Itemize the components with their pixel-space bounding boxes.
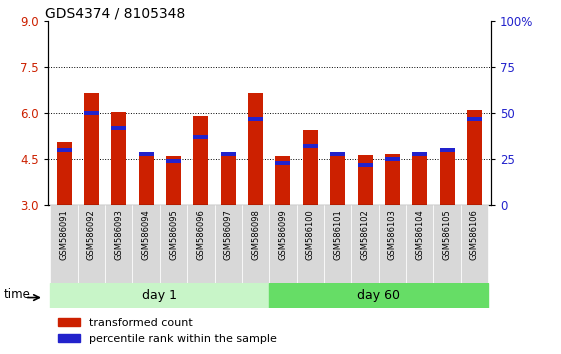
FancyBboxPatch shape	[187, 205, 214, 283]
Bar	[166, 156, 181, 205]
FancyBboxPatch shape	[242, 205, 269, 283]
Bar	[84, 93, 99, 205]
FancyBboxPatch shape	[379, 205, 406, 283]
Text: GSM586092: GSM586092	[87, 209, 96, 260]
Text: GSM586094: GSM586094	[142, 209, 151, 260]
FancyBboxPatch shape	[160, 205, 187, 283]
Bar	[57, 148, 72, 152]
FancyBboxPatch shape	[105, 205, 132, 283]
Text: GSM586104: GSM586104	[415, 209, 424, 260]
Bar	[330, 152, 345, 156]
Bar	[139, 152, 154, 156]
Bar	[467, 110, 482, 205]
FancyBboxPatch shape	[78, 205, 105, 283]
Text: GSM586093: GSM586093	[114, 209, 123, 260]
Bar	[84, 111, 99, 115]
Bar	[467, 117, 482, 121]
Bar	[303, 144, 318, 148]
Text: time: time	[4, 288, 31, 301]
Bar	[269, 283, 488, 308]
Bar	[111, 126, 126, 130]
Bar	[57, 142, 72, 205]
Bar	[111, 112, 126, 205]
FancyBboxPatch shape	[132, 205, 160, 283]
Bar	[248, 117, 263, 121]
Bar	[275, 161, 291, 165]
Bar	[166, 159, 181, 163]
Legend: transformed count, percentile rank within the sample: transformed count, percentile rank withi…	[53, 314, 281, 348]
FancyBboxPatch shape	[297, 205, 324, 283]
Bar	[412, 152, 427, 156]
Text: GDS4374 / 8105348: GDS4374 / 8105348	[45, 6, 186, 20]
Text: day 60: day 60	[357, 289, 400, 302]
Text: GSM586097: GSM586097	[224, 209, 233, 260]
Bar	[385, 154, 400, 205]
Bar	[139, 152, 154, 205]
Text: GSM586101: GSM586101	[333, 209, 342, 260]
FancyBboxPatch shape	[269, 205, 297, 283]
FancyBboxPatch shape	[50, 205, 78, 283]
FancyBboxPatch shape	[324, 205, 351, 283]
Bar	[330, 153, 345, 205]
Text: GSM586098: GSM586098	[251, 209, 260, 260]
Text: GSM586103: GSM586103	[388, 209, 397, 260]
Bar	[357, 163, 373, 167]
Text: GSM586091: GSM586091	[59, 209, 68, 260]
Text: GSM586105: GSM586105	[443, 209, 452, 260]
Bar	[50, 283, 269, 308]
Text: GSM586096: GSM586096	[196, 209, 205, 260]
Bar	[248, 93, 263, 205]
Text: GSM586099: GSM586099	[278, 209, 287, 260]
Text: GSM586095: GSM586095	[169, 209, 178, 260]
FancyBboxPatch shape	[434, 205, 461, 283]
Text: GSM586102: GSM586102	[361, 209, 370, 260]
FancyBboxPatch shape	[214, 205, 242, 283]
Bar	[194, 135, 208, 139]
Text: GSM586100: GSM586100	[306, 209, 315, 260]
Bar	[357, 155, 373, 205]
Bar	[194, 116, 208, 205]
FancyBboxPatch shape	[351, 205, 379, 283]
FancyBboxPatch shape	[461, 205, 488, 283]
Bar	[440, 148, 454, 152]
Bar	[412, 152, 427, 205]
Bar	[440, 149, 454, 205]
FancyBboxPatch shape	[406, 205, 434, 283]
Bar	[275, 156, 291, 205]
Bar	[220, 152, 236, 156]
Bar	[303, 130, 318, 205]
Bar	[220, 152, 236, 205]
Text: day 1: day 1	[142, 289, 177, 302]
Bar	[385, 157, 400, 161]
Text: GSM586106: GSM586106	[470, 209, 479, 260]
